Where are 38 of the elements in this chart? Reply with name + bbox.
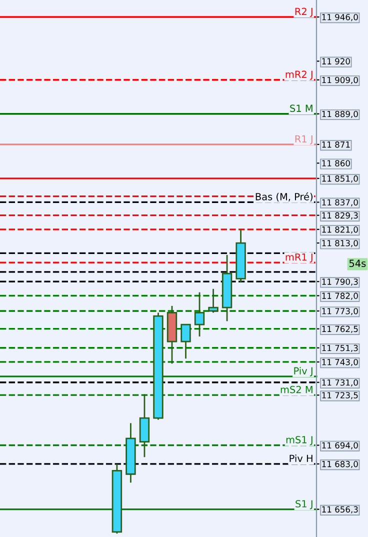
ref-line-label: S1 J [296, 500, 312, 510]
y-tick-label: 11 837,0 [322, 199, 358, 206]
y-tick-label: 11 889,0 [322, 110, 358, 118]
candlestick [194, 292, 205, 338]
y-tick-label: 11 656,3 [322, 506, 358, 514]
y-tick-label: 11 920 [322, 58, 350, 64]
y-tick-label: 11 773,0 [322, 308, 358, 316]
ref-line-label: S1 M [290, 104, 312, 112]
y-tick-label: 11 821,0 [322, 226, 358, 234]
ref-line-label: Piv J [294, 367, 312, 376]
y-tick-label: 11 946,0 [322, 14, 358, 22]
ref-line-label: mS2 M [280, 386, 312, 394]
y-tick-label: 11 694,0 [322, 442, 358, 450]
candlestick [180, 324, 191, 360]
y-tick-label: 11 782,0 [322, 292, 358, 300]
ref-line-label: Piv H [290, 454, 312, 462]
ref-line-label: R1 J [295, 135, 312, 144]
ref-line-label: Bas (M, Pré) [256, 192, 312, 202]
candlestick [208, 288, 218, 314]
y-tick-label: 11 909,0 [322, 76, 358, 84]
y-tick-label: 11 723,5 [322, 392, 358, 400]
ref-line-label: mS1 J [286, 436, 312, 446]
y-tick-label: 11 813,0 [322, 240, 358, 248]
y-tick-label: 11 683,0 [322, 460, 358, 468]
ref-line-label: mR1 J [286, 253, 312, 262]
y-tick-label: 11 860 [322, 160, 350, 166]
ref-line-label: R2 J [295, 8, 312, 17]
y-tick-label: 11 829,3 [322, 212, 358, 220]
candlestick [139, 394, 150, 458]
y-tick-label: 11 762,5 [322, 326, 358, 333]
y-tick-label: 11 790,3 [322, 278, 358, 286]
y-tick-label: 11 751,3 [322, 344, 358, 352]
text: 54s [349, 260, 366, 268]
y-tick-label: 11 871 [322, 141, 350, 148]
y-tick-label: 11 851,0 [322, 175, 358, 183]
ref-line-label: mR2 J [286, 70, 312, 80]
y-tick-label: 11 743,0 [322, 358, 358, 366]
y-tick-label: 11 731,0 [322, 379, 358, 386]
